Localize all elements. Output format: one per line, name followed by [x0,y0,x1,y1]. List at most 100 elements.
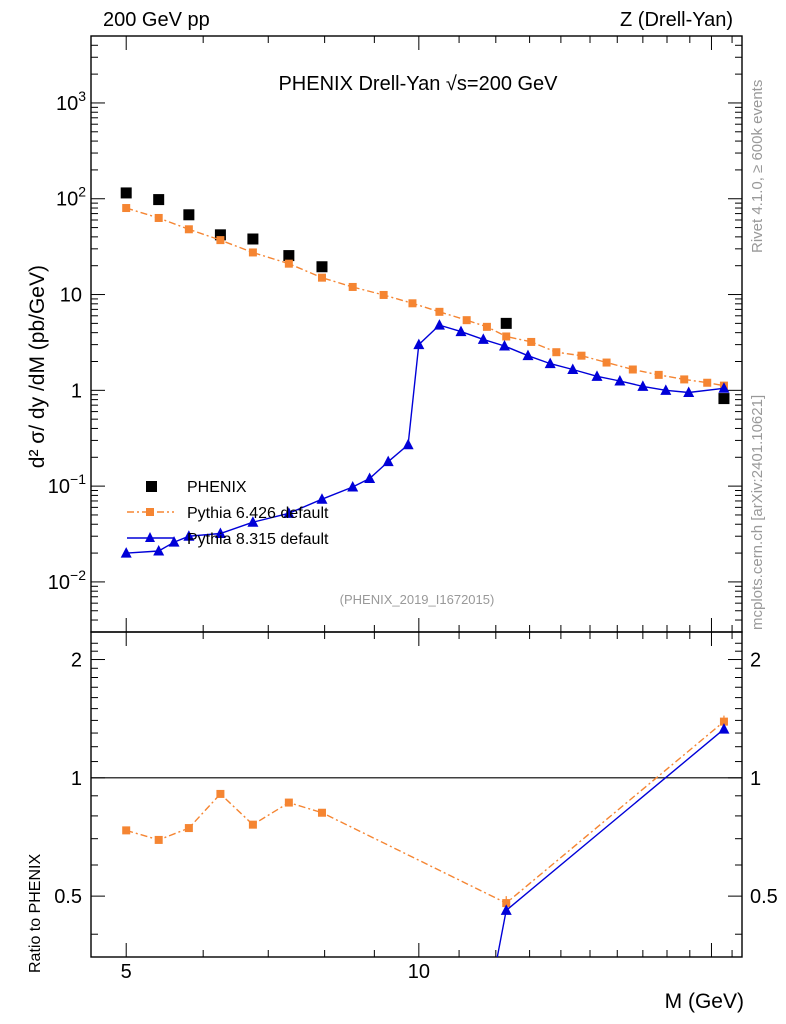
mcplots-credit-label: mcplots.cern.ch [arXiv:2401.10621] [749,395,766,630]
data-point-series-2 [402,438,414,450]
data-point-series-1 [216,236,225,245]
data-point-series-0 [316,261,328,273]
data-point-series-0 [153,194,165,206]
ratio-y-tick-label-left: 0.5 [54,886,82,908]
data-point-series-1 [602,358,611,367]
data-point-series-2 [364,472,376,484]
data-point-series-1 [654,370,663,379]
ratio-plot-frame [90,631,743,958]
data-point-series-0 [120,187,132,199]
ratio-y-axis-label: Ratio to PHENIX [27,854,44,973]
data-point-series-0 [247,233,259,245]
y-tick-label: 102 [56,184,86,211]
data-point-series-2 [683,386,695,397]
data-point-series-1 [462,316,471,325]
ratio-point-series-1 [500,904,512,915]
plot-title: PHENIX Drell-Yan √s=200 GeV [278,73,558,95]
data-point-series-1 [348,282,357,291]
legend-marker-pythia8 [145,532,155,542]
ratio-point-series-0 [502,899,511,908]
data-point-series-1 [703,378,712,387]
data-point-series-1 [680,375,689,384]
data-point-series-1 [552,348,561,357]
data-point-series-1 [248,248,257,257]
data-point-series-2 [544,357,556,369]
legend-label-pythia8: Pythia 8.315 default [187,531,329,548]
ratio-line-0 [126,721,725,904]
data-point-series-2 [614,375,626,386]
analysis-watermark: (PHENIX_2019_I1672015) [340,592,495,607]
data-point-series-1 [154,213,163,222]
ratio-point-series-0 [317,808,326,817]
data-point-series-2 [214,527,226,539]
data-point-series-2 [499,340,511,351]
data-point-series-2 [120,547,132,558]
data-point-series-1 [379,290,388,299]
y-tick-label: 10−1 [48,471,86,498]
data-point-series-1 [482,322,491,331]
data-point-series-0 [500,317,512,329]
data-point-series-2 [660,384,672,395]
ratio-y-tick-label-left: 1 [71,768,82,790]
data-point-series-2 [433,319,445,330]
series-line-2 [126,324,724,554]
ratio-y-tick-label-right: 1 [750,768,761,790]
ratio-point-series-0 [122,826,131,835]
x-tick-label: 5 [121,961,132,983]
ratio-point-series-0 [719,717,728,726]
x-axis-label: M (GeV) [665,990,744,1013]
y-tick-label: 10−2 [48,567,86,594]
data-point-series-1 [122,204,131,213]
data-point-series-2 [168,536,180,547]
legend-label-pythia6: Pythia 6.426 default [187,505,329,522]
data-point-series-2 [183,530,195,541]
header-process-label: Z (Drell-Yan) [620,9,733,31]
ratio-point-series-0 [216,789,225,798]
data-point-series-2 [382,455,394,467]
rivet-version-label: Rivet 4.1.0, ≥ 600k events [749,80,766,253]
data-point-series-2 [718,382,730,393]
y-tick-label: 10 [60,285,82,307]
y-tick-label: 103 [56,88,86,115]
data-point-series-2 [247,516,259,527]
ratio-point-series-0 [184,824,193,833]
data-point-series-1 [435,307,444,316]
ratio-point-series-0 [248,820,257,829]
data-point-series-0 [718,393,730,405]
x-tick-label: 10 [408,961,430,983]
header-energy-label: 200 GeV pp [103,9,210,31]
ratio-y-tick-label-right: 0.5 [750,886,778,908]
data-point-series-2 [347,480,359,492]
legend-marker-pythia6 [146,508,154,516]
data-point-series-1 [184,225,193,234]
ratio-line-1 [496,728,725,957]
data-point-series-2 [522,349,534,361]
data-point-series-0 [283,250,295,262]
data-point-series-2 [477,333,489,344]
ratio-point-series-1 [718,723,730,734]
data-point-series-2 [567,363,579,374]
y-tick-label: 1 [71,380,82,402]
data-point-series-0 [183,209,195,221]
data-point-series-1 [628,365,637,374]
ratio-point-series-0 [284,798,293,807]
ratio-point-series-1 [487,977,498,988]
data-point-series-2 [283,507,295,518]
data-point-series-2 [591,370,603,381]
data-point-series-1 [502,332,511,341]
legend: PHENIX Pythia 6.426 default Pythia 8.315… [127,479,329,548]
data-point-series-2 [455,325,467,337]
data-point-series-1 [527,337,536,346]
legend-marker-phenix [146,481,157,492]
data-point-series-1 [317,273,326,282]
data-point-series-2 [637,380,649,391]
ratio-series-group [122,715,730,988]
data-point-series-2 [316,493,328,504]
data-point-series-2 [153,545,165,556]
series-line-1 [125,207,725,387]
data-point-series-1 [408,299,417,308]
ratio-y-tick-label-left: 2 [71,650,82,672]
ratio-point-series-0 [154,835,163,844]
data-point-series-0 [214,229,226,241]
